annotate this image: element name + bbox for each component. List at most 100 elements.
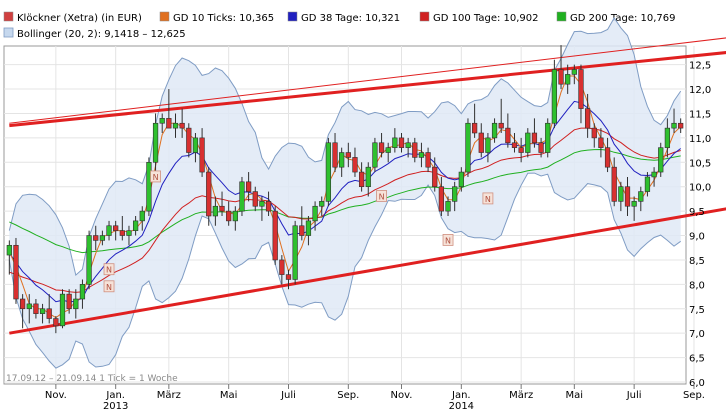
candle: [591, 123, 597, 148]
candle-body: [219, 205, 225, 212]
news-marker-label: N: [379, 192, 385, 201]
candle-body: [292, 225, 298, 280]
legend-entry-gd38: GD 38 Tage: 10,321: [287, 11, 400, 24]
candle-body: [624, 186, 631, 207]
candle: [452, 181, 458, 212]
candle: [598, 128, 604, 158]
candle-body: [312, 205, 318, 222]
candle: [272, 206, 278, 265]
candle-body: [172, 122, 179, 129]
news-marker-box: [103, 263, 115, 276]
candle-body: [531, 132, 538, 144]
candle: [319, 196, 325, 216]
candle-body: [405, 142, 411, 148]
candle-body: [378, 142, 385, 153]
bollinger-lower-line: [8, 172, 681, 369]
candle: [385, 142, 391, 163]
candle: [19, 294, 26, 329]
candle-body: [192, 137, 199, 153]
candle: [471, 103, 478, 138]
news-marker[interactable]: N: [442, 234, 454, 246]
candle-body: [146, 161, 152, 212]
legend-label-gd200: GD 200 Tage: 10,769: [570, 13, 676, 24]
x-tick-label: Nov.: [45, 390, 67, 401]
candle: [505, 113, 511, 148]
candle: [412, 137, 418, 163]
candle-body: [598, 137, 604, 148]
ma200-line: [9, 148, 681, 254]
candle: [166, 89, 172, 129]
candle-body: [638, 191, 644, 202]
candle-body: [571, 69, 577, 75]
candle-body: [352, 157, 358, 173]
candle: [345, 142, 351, 168]
candle-body: [558, 69, 564, 85]
candle: [146, 157, 152, 216]
candle: [305, 216, 312, 246]
candle: [671, 108, 677, 133]
bollinger-upper-line: [8, 17, 682, 277]
candle: [312, 201, 318, 231]
x-tick-label: Juli: [626, 390, 642, 401]
candle-body: [106, 225, 112, 236]
candle-body: [651, 171, 657, 178]
candle: [186, 123, 192, 158]
candle: [113, 220, 119, 241]
news-marker-box: [103, 280, 115, 293]
legend-entry-bollinger: Bollinger (20, 2): 9,1418 – 12,625: [3, 27, 186, 40]
news-marker[interactable]: N: [103, 280, 115, 293]
candle: [491, 118, 498, 143]
candle: [638, 186, 644, 212]
candle: [624, 176, 631, 216]
candle: [325, 137, 332, 207]
candle: [651, 167, 657, 187]
news-marker-label: N: [485, 195, 491, 204]
x-tick-label: Juli: [280, 390, 296, 401]
news-marker[interactable]: N: [103, 263, 115, 276]
candle-body: [332, 142, 338, 168]
legend-label-gd100: GD 100 Tage: 10,902: [433, 13, 539, 24]
candle-body: [658, 147, 664, 173]
candle-body: [511, 142, 518, 148]
candle-body: [299, 225, 305, 236]
candle: [206, 167, 212, 226]
x-tick-label: Nov.: [391, 390, 413, 401]
candle-body: [139, 210, 145, 222]
candle: [678, 118, 684, 133]
candle: [239, 176, 245, 216]
candle-body: [584, 108, 591, 129]
candle-body: [372, 142, 378, 168]
news-marker[interactable]: N: [376, 190, 387, 202]
y-axis: 6,0 6,5 7,0 7,5 8,0 8,5 9,0 9,5 10,0 10,5 11,0 11,5…: [689, 61, 711, 389]
candle: [132, 216, 139, 236]
candle-body: [565, 74, 571, 85]
candle: [106, 220, 112, 241]
news-marker[interactable]: N: [150, 170, 161, 183]
candle: [405, 137, 411, 158]
candle: [531, 118, 538, 148]
trend-line: [9, 207, 726, 335]
y-tick-label: 12,5: [689, 61, 711, 72]
candle-body: [13, 244, 19, 300]
y-tick-label: 9,5: [689, 207, 705, 218]
candle: [232, 206, 238, 231]
news-marker-label: N: [153, 173, 159, 182]
news-marker-box: [442, 234, 454, 246]
candle: [199, 128, 205, 177]
candle: [458, 167, 464, 192]
candle-body: [452, 186, 458, 202]
y-tick-label: 6,0: [689, 378, 705, 389]
candle-body: [6, 244, 12, 256]
y-tick-label: 10,0: [689, 183, 711, 194]
candle: [578, 64, 584, 124]
candle: [571, 64, 577, 85]
candle: [631, 196, 637, 221]
candle: [398, 133, 405, 153]
news-marker[interactable]: N: [482, 192, 494, 205]
candle: [245, 172, 252, 202]
x-tick-label: Mai: [220, 390, 238, 401]
y-tick-label: 12,0: [689, 85, 711, 96]
candle-body: [398, 137, 405, 148]
